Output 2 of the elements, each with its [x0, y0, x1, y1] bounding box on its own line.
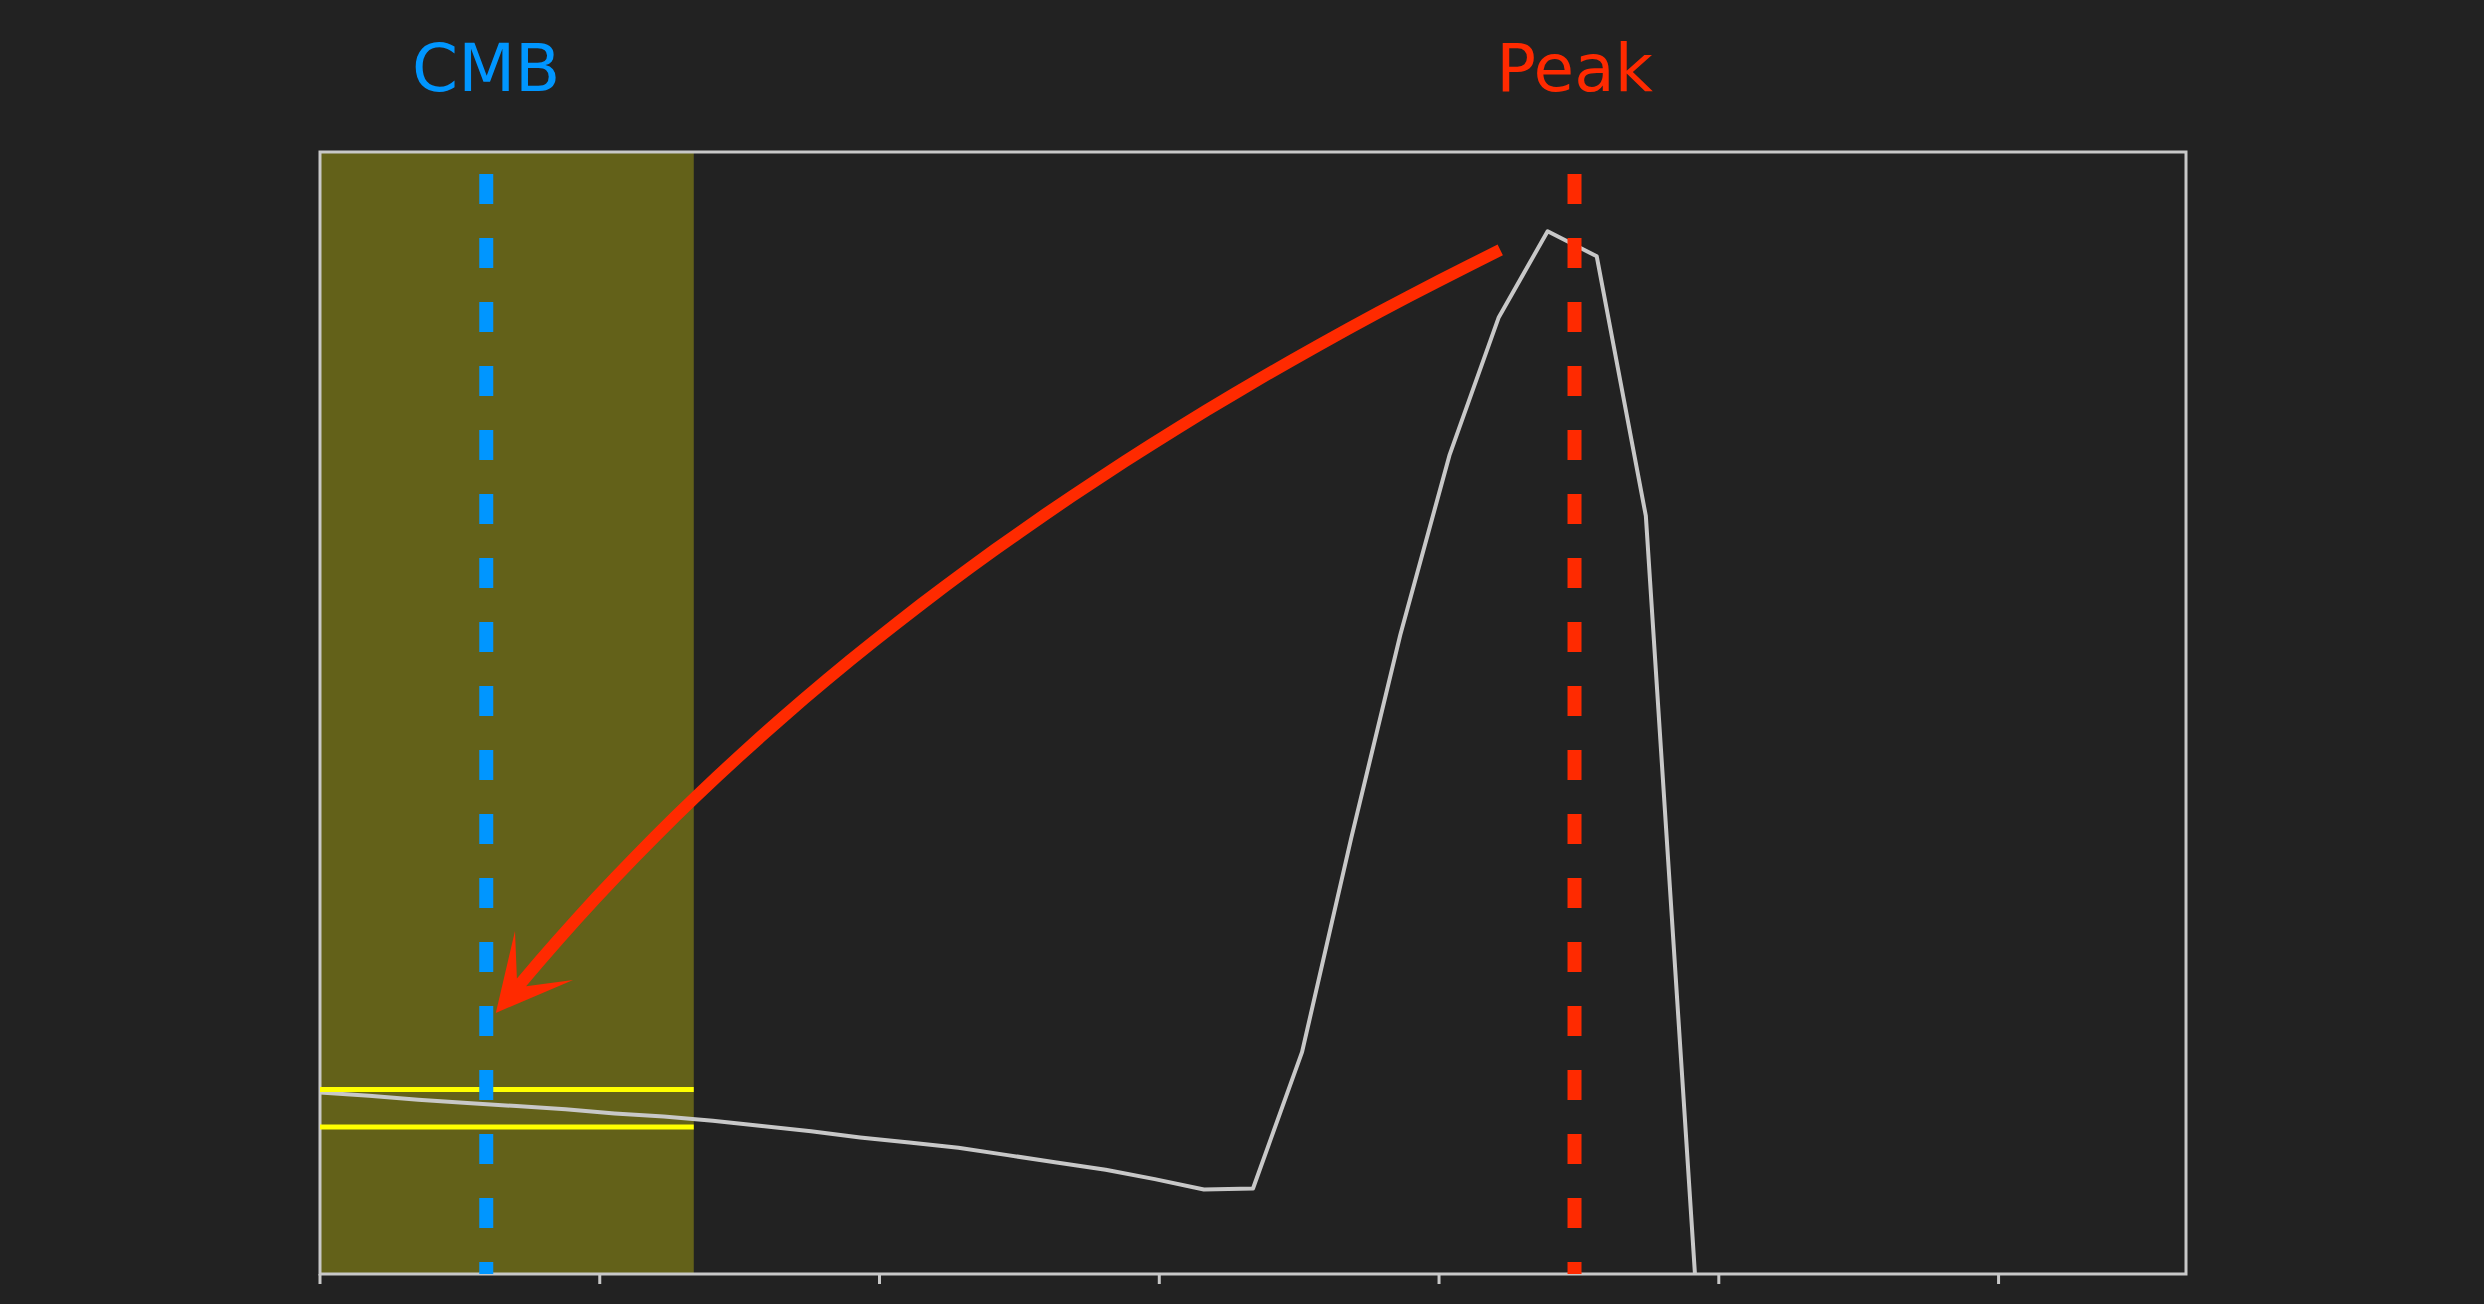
- text: CMB: [412, 30, 561, 107]
- text: Peak: [1496, 30, 1653, 107]
